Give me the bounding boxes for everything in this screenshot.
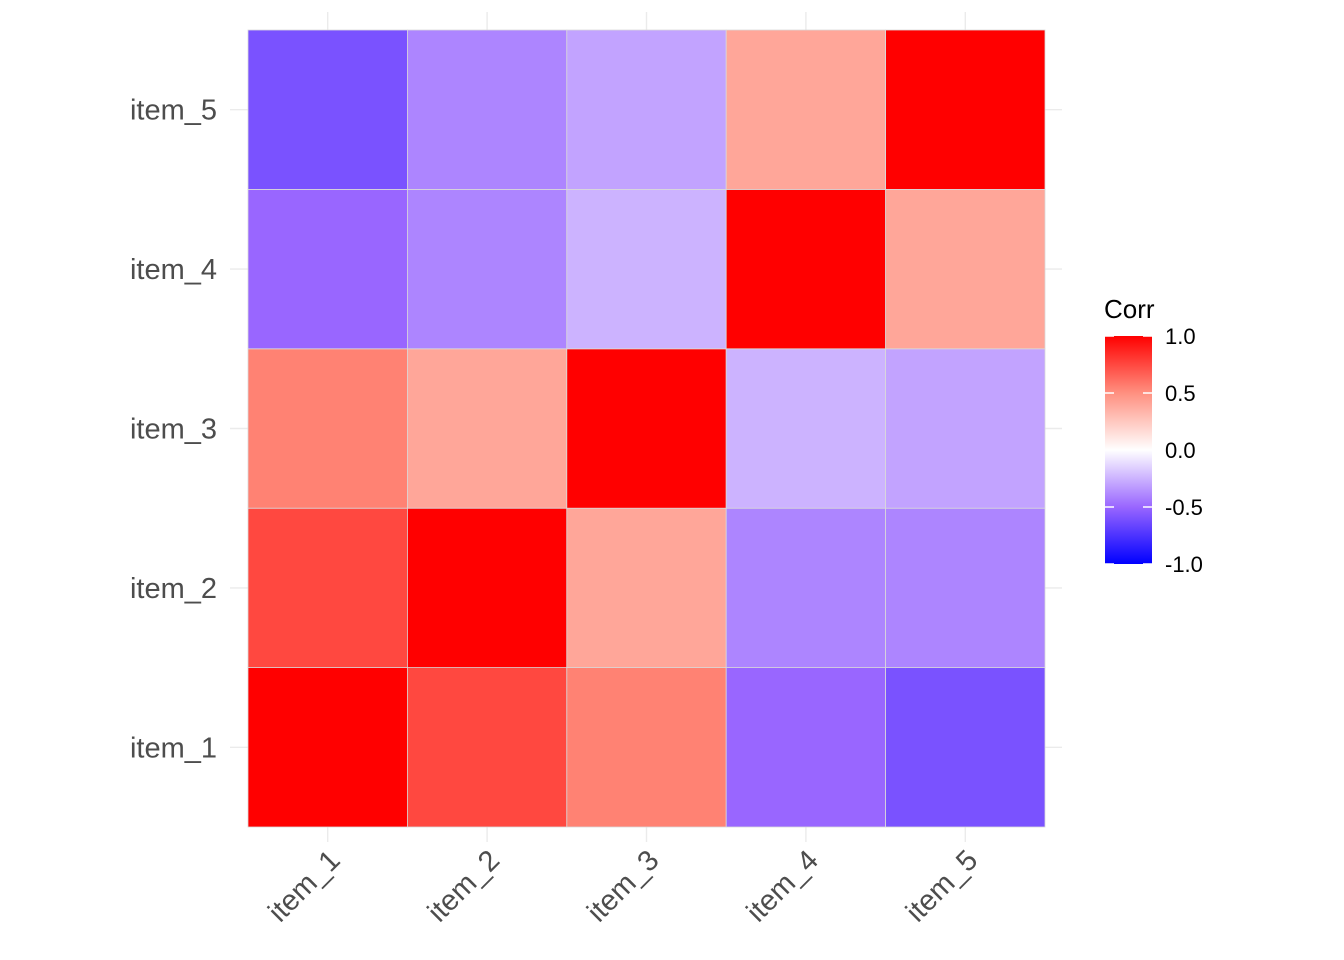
y-tick-label: item_5 xyxy=(130,95,217,127)
x-axis-tick-labels: item_1 item_2 item_3 item_4 item_5 xyxy=(262,844,984,928)
x-tick-label: item_3 xyxy=(581,844,665,928)
heatmap-cells xyxy=(247,29,1046,828)
y-tick-label: item_4 xyxy=(130,254,217,286)
heatmap-cell-item_3-item_4 xyxy=(725,348,887,509)
legend-tick-label: -0.5 xyxy=(1165,495,1203,520)
heatmap-cell-item_3-item_3 xyxy=(566,348,727,509)
legend-ticks: 1.0 0.5 0.0 -0.5 -1.0 xyxy=(1105,324,1203,577)
legend-tick-label: 0.5 xyxy=(1165,381,1196,406)
heatmap-cell-item_2-item_2 xyxy=(406,507,568,669)
heatmap-cell-item_5-item_3 xyxy=(566,29,727,190)
heatmap-cell-item_4-item_2 xyxy=(406,188,568,350)
heatmap-cell-item_3-item_1 xyxy=(247,348,408,509)
heatmap-cell-item_3-item_2 xyxy=(406,348,568,509)
x-tick-label: item_4 xyxy=(741,844,825,928)
legend-tick-label: 0.0 xyxy=(1165,438,1196,463)
legend-title: Corr xyxy=(1104,294,1155,324)
y-axis-tick-labels: item_1 item_2 item_3 item_4 item_5 xyxy=(130,95,217,765)
heatmap-cell-item_5-item_5 xyxy=(885,29,1046,190)
heatmap-cell-item_3-item_5 xyxy=(885,348,1046,509)
y-tick-label: item_1 xyxy=(130,732,217,764)
x-tick-label: item_1 xyxy=(262,844,346,928)
heatmap-cell-item_1-item_4 xyxy=(725,667,887,828)
color-legend: Corr 1.0 0.5 0.0 -0.5 -1.0 xyxy=(1104,294,1203,577)
heatmap-cell-item_2-item_3 xyxy=(566,507,727,669)
x-tick-label: item_5 xyxy=(900,844,984,928)
heatmap-cell-item_4-item_5 xyxy=(885,188,1046,350)
x-tick-label: item_2 xyxy=(422,844,506,928)
legend-tick-label: 1.0 xyxy=(1165,324,1196,349)
heatmap-cell-item_1-item_2 xyxy=(406,667,568,828)
heatmap-cell-item_5-item_2 xyxy=(406,29,568,190)
y-tick-label: item_2 xyxy=(130,573,217,605)
heatmap-cell-item_2-item_1 xyxy=(247,507,408,669)
legend-tick-label: -1.0 xyxy=(1165,552,1203,577)
heatmap-cell-item_2-item_5 xyxy=(885,507,1046,669)
heatmap-cell-item_4-item_4 xyxy=(725,188,887,350)
heatmap-cell-item_4-item_1 xyxy=(247,188,408,350)
heatmap-cell-item_1-item_3 xyxy=(566,667,727,828)
heatmap-cell-item_4-item_3 xyxy=(566,188,727,350)
y-tick-label: item_3 xyxy=(130,414,217,446)
heatmap-cell-item_1-item_1 xyxy=(247,667,408,828)
heatmap-cell-item_2-item_4 xyxy=(725,507,887,669)
heatmap-cell-item_5-item_4 xyxy=(725,29,887,190)
heatmap-cell-item_5-item_1 xyxy=(247,29,408,190)
heatmap-cell-item_1-item_5 xyxy=(885,667,1046,828)
